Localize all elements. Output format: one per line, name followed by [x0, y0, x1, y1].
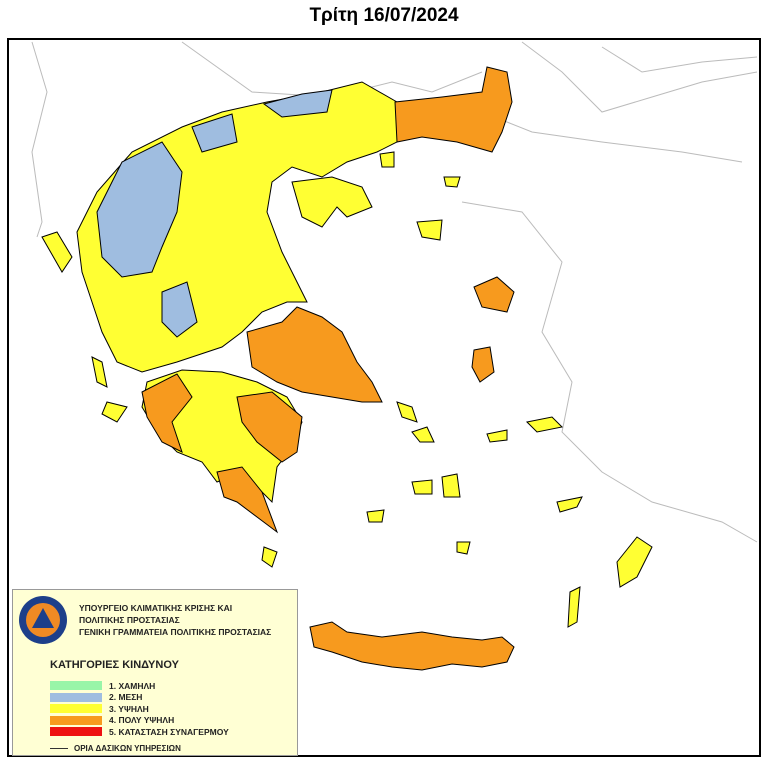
swatch — [50, 727, 102, 737]
swatch — [50, 692, 102, 702]
region-medium-central — [161, 281, 198, 338]
org-line: ΓΕΝΙΚΗ ΓΡΑΜΜΑΤΕΙΑ ΠΟΛΙΤΙΚΗΣ ΠΡΟΣΤΑΣΙΑΣ — [79, 627, 272, 637]
civil-protection-logo — [19, 596, 67, 644]
legend-label: 3. ΥΨΗΛΗ — [109, 703, 149, 714]
legend-item-medium: 2. ΜΕΣΗ — [50, 692, 229, 704]
island-naxos — [441, 473, 461, 498]
org-line: ΥΠΟΥΡΓΕΙΟ ΚΛΙΜΑΤΙΚΗΣ ΚΡΙΣΗΣ ΚΑΙ — [79, 603, 233, 613]
region-medium-north-2 — [262, 89, 333, 118]
island-milos — [366, 509, 385, 523]
neighbour-outlines — [31, 41, 758, 543]
swatch — [50, 715, 102, 725]
island-kos — [556, 496, 583, 513]
island-lemnos — [416, 219, 443, 241]
legend-item-boundaries: ΟΡΙΑ ΔΑΣΙΚΩΝ ΥΠΗΡΕΣΙΩΝ — [50, 744, 181, 753]
legend-label: 1. ΧΑΜΗΛΗ — [109, 680, 156, 691]
legend-label: 5. ΚΑΤΑΣΤΑΣΗ ΣΥΝΑΓΕΡΜΟΥ — [109, 726, 229, 737]
island-samos — [525, 416, 564, 433]
island-lesvos — [473, 276, 515, 313]
region-very-high-thrace — [394, 66, 513, 153]
legend-item-alert: 5. ΚΑΤΑΣΤΑΣΗ ΣΥΝΑΓΕΡΜΟΥ — [50, 726, 229, 738]
legend-label: 4. ΠΟΛΥ ΥΨΗΛΗ — [109, 715, 175, 726]
ministry-name: ΥΠΟΥΡΓΕΙΟ ΚΛΙΜΑΤΙΚΗΣ ΚΡΙΣΗΣ ΚΑΙ ΠΟΛΙΤΙΚΗ… — [79, 602, 271, 638]
island-thasos — [379, 151, 395, 168]
legend-item-high: 3. ΥΨΗΛΗ — [50, 703, 229, 715]
island-corfu — [41, 231, 73, 273]
categories-title: ΚΑΤΗΓΟΡΙΕΣ ΚΙΝΔΥΝΟΥ — [50, 659, 179, 671]
island-crete — [309, 621, 515, 671]
greece-fire-risk-map — [31, 41, 758, 671]
island-kefalonia — [101, 401, 128, 423]
boundary-line-swatch — [50, 748, 68, 749]
island-andros — [411, 426, 435, 443]
region-very-high-east-peloponnese — [236, 391, 303, 463]
region-high-chalkidiki — [291, 176, 373, 228]
island-rhodes — [616, 536, 653, 588]
map-title: Τρίτη 16/07/2024 — [309, 5, 459, 26]
legend-label: 2. ΜΕΣΗ — [109, 692, 143, 703]
org-line: ΠΟΛΙΤΙΚΗΣ ΠΡΟΣΤΑΣΙΑΣ — [79, 615, 180, 625]
island-samothraki — [443, 176, 461, 188]
legend: ΥΠΟΥΡΓΕΙΟ ΚΛΙΜΑΤΙΚΗΣ ΚΡΙΣΗΣ ΚΑΙ ΠΟΛΙΤΙΚΗ… — [12, 589, 298, 756]
legend-label: ΟΡΙΑ ΔΑΣΙΚΩΝ ΥΠΗΡΕΣΙΩΝ — [74, 744, 181, 753]
swatch — [50, 681, 102, 691]
map-frame: ΥΠΟΥΡΓΕΙΟ ΚΛΙΜΑΤΙΚΗΣ ΚΡΙΣΗΣ ΚΑΙ ΠΟΛΙΤΙΚΗ… — [7, 38, 761, 757]
region-medium-north — [191, 113, 238, 153]
legend-item-low: 1. ΧΑΜΗΛΗ — [50, 680, 229, 692]
region-medium-northwest — [96, 141, 183, 278]
region-very-high-laconia — [216, 466, 279, 534]
island-paros — [411, 479, 433, 495]
island-chios — [471, 346, 495, 383]
island-santorini — [456, 541, 471, 555]
region-very-high-west-peloponnese — [141, 373, 193, 453]
island-skyros — [396, 401, 418, 423]
island-ikaria — [486, 429, 508, 443]
island-karpathos — [567, 586, 581, 628]
region-very-high-central-greece — [246, 306, 383, 403]
island-kythira — [261, 546, 278, 568]
category-list: 1. ΧΑΜΗΛΗ 2. ΜΕΣΗ 3. ΥΨΗΛΗ 4. ΠΟΛΥ ΥΨΗΛΗ… — [50, 680, 229, 738]
island-lefkada — [91, 356, 108, 388]
swatch — [50, 704, 102, 714]
legend-item-very-high: 4. ΠΟΛΥ ΥΨΗΛΗ — [50, 715, 229, 727]
